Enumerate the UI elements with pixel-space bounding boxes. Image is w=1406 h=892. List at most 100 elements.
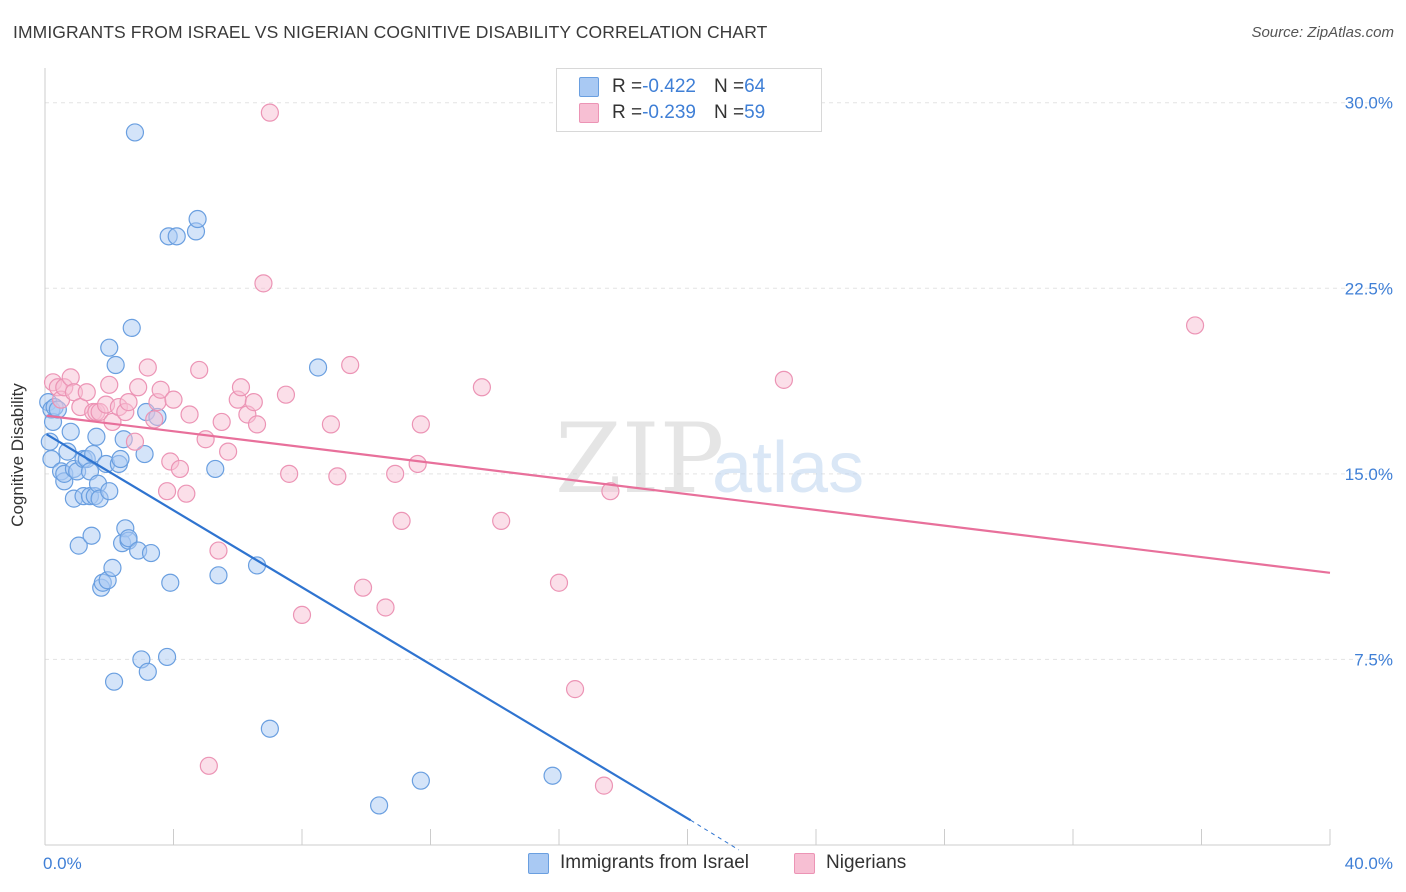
swatch-nigeria (794, 852, 815, 874)
nigeria-point (247, 415, 267, 434)
israel-point (206, 459, 225, 479)
israel-point (157, 647, 177, 667)
nigeria-point (164, 390, 183, 409)
israel-point (69, 536, 88, 555)
israel-point (82, 526, 101, 545)
y-tick-label: 30.0% (1345, 94, 1393, 113)
nigeria-point (276, 385, 296, 404)
swatch-israel (528, 852, 549, 874)
x-tick-label: 40.0% (1345, 854, 1393, 873)
r-label: R = (612, 102, 643, 123)
israel-point (104, 672, 124, 691)
nigeria-point (219, 442, 238, 461)
israel-point (308, 358, 328, 377)
legend-item-israel[interactable]: Immigrants from Israel (528, 852, 749, 874)
israel-point (61, 422, 80, 441)
series-nigeria-points (43, 103, 1205, 795)
israel-point (100, 482, 119, 501)
nigeria-point (254, 274, 273, 293)
chart-title: IMMIGRANTS FROM ISRAEL VS NIGERIAN COGNI… (13, 22, 768, 42)
israel-point (122, 318, 141, 337)
israel-point (167, 227, 186, 246)
nigeria-point (774, 370, 793, 389)
y-axis-label: Cognitive Disability (8, 383, 27, 527)
israel-point (42, 449, 61, 469)
nigeria-point (408, 454, 427, 474)
r-value-israel: -0.422 (642, 76, 696, 97)
legend-row-israel: R = -0.422 N = 64 (579, 75, 765, 99)
nigeria-point (231, 378, 251, 397)
swatch-nigeria (579, 103, 599, 123)
zipatlas-watermark: ZIP atlas (555, 403, 864, 515)
israel-point (87, 427, 106, 446)
nigeria-point (170, 459, 190, 479)
israel-point (119, 529, 138, 548)
nigeria-point (549, 573, 569, 592)
israel-trend-extension (690, 819, 740, 851)
nigeria-point (196, 430, 215, 449)
nigeria-point (209, 541, 228, 560)
nigeria-point (260, 103, 279, 122)
nigeria-point (199, 756, 218, 775)
y-tick-label: 15.0% (1345, 465, 1393, 484)
nigeria-point (341, 355, 360, 375)
y-tick-label: 22.5% (1345, 279, 1393, 298)
nigeria-point (376, 598, 395, 617)
nigeria-point (244, 393, 263, 412)
watermark-zip: ZIP (555, 403, 724, 515)
n-value-nigeria: 59 (744, 102, 766, 123)
x-tick-label: 0.0% (43, 854, 82, 873)
nigeria-point (138, 358, 157, 377)
israel-point (161, 573, 180, 592)
nigeria-point (601, 482, 620, 501)
nigeria-point (353, 578, 373, 597)
legend-label-nigeria: Nigerians (826, 852, 907, 873)
israel-point (106, 355, 125, 375)
trend-lines (46, 414, 1331, 851)
israel-point (111, 449, 130, 469)
israel-point (188, 209, 207, 229)
nigeria-point (180, 405, 199, 424)
nigeria-point (386, 464, 405, 483)
nigeria-trend-line (46, 414, 1331, 574)
nigeria-point (151, 380, 170, 399)
watermark-atlas: atlas (712, 428, 864, 508)
n-label: N = (713, 102, 745, 123)
nigeria-point (119, 393, 138, 412)
israel-point (135, 444, 154, 464)
legend-row-nigeria: R = -0.239 N = 59 (579, 101, 765, 125)
r-value-nigeria: -0.239 (642, 102, 696, 123)
israel-point (260, 719, 279, 738)
nigeria-point (100, 375, 119, 394)
israel-trend-line (46, 433, 692, 822)
nigeria-point (125, 432, 145, 451)
nigeria-point (594, 776, 614, 795)
israel-point (125, 123, 145, 142)
nigeria-point (190, 360, 209, 380)
nigeria-point (392, 511, 411, 530)
nigeria-point (292, 605, 312, 625)
nigeria-point (145, 410, 164, 429)
nigeria-point (280, 464, 299, 483)
nigeria-point (157, 482, 177, 501)
legend-label-israel: Immigrants from Israel (560, 852, 749, 873)
israel-point (543, 766, 562, 785)
swatch-israel (579, 77, 599, 97)
tick-labels: 7.5% 15.0% 22.5% 30.0% 0.0% 40.0% (43, 94, 1393, 873)
nigeria-point (177, 484, 196, 503)
nigeria-point (565, 680, 585, 699)
nigeria-point (1185, 316, 1205, 335)
nigeria-point (61, 368, 80, 387)
nigeria-point (129, 378, 148, 397)
nigeria-point (77, 383, 96, 402)
nigeria-point (328, 467, 347, 486)
israel-point (370, 796, 389, 815)
israel-point (209, 566, 228, 585)
n-label: N = (713, 76, 745, 97)
correlation-legend: R = -0.422 N = 64 R = -0.239 N = 59 (556, 68, 822, 132)
nigeria-point (492, 511, 511, 530)
nigeria-point (321, 415, 341, 434)
legend-item-nigeria[interactable]: Nigerians (794, 852, 906, 874)
nigeria-point (472, 378, 491, 397)
